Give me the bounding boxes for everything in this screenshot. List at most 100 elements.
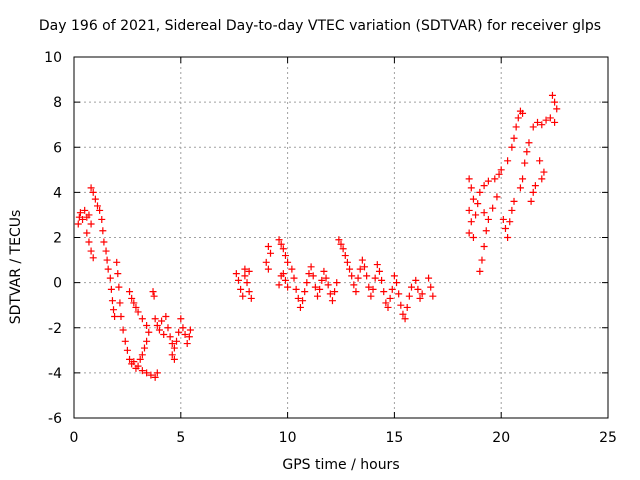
data-point xyxy=(358,256,366,264)
data-point xyxy=(388,285,396,293)
data-point xyxy=(277,240,285,248)
data-point xyxy=(150,292,158,300)
data-point xyxy=(106,274,114,282)
data-point xyxy=(491,175,499,183)
data-point xyxy=(241,265,249,273)
data-point xyxy=(407,283,415,291)
y-tick-label: -4 xyxy=(48,366,62,382)
data-point xyxy=(115,283,123,291)
data-point xyxy=(350,281,358,289)
data-point xyxy=(504,157,512,165)
data-point xyxy=(108,297,116,305)
data-point xyxy=(132,303,140,311)
y-tick-label: 4 xyxy=(53,185,62,201)
data-point xyxy=(264,265,272,273)
data-point xyxy=(373,261,381,269)
data-point xyxy=(155,326,163,334)
data-point xyxy=(284,283,292,291)
data-point xyxy=(318,276,326,284)
data-point xyxy=(542,116,550,124)
data-point xyxy=(181,331,189,339)
data-point xyxy=(110,306,118,314)
data-point xyxy=(499,215,507,223)
data-point xyxy=(87,247,95,255)
data-point xyxy=(484,177,492,185)
data-point xyxy=(173,337,181,345)
data-point xyxy=(299,297,307,305)
data-point xyxy=(348,272,356,280)
x-tick-label: 10 xyxy=(279,430,297,446)
data-point xyxy=(523,148,531,156)
data-point xyxy=(508,143,516,151)
data-point xyxy=(121,337,129,345)
data-point xyxy=(117,312,125,320)
data-point xyxy=(74,220,82,228)
data-point xyxy=(153,321,161,329)
data-point xyxy=(170,355,178,363)
data-point xyxy=(497,166,505,174)
data-point xyxy=(521,159,529,167)
data-point xyxy=(245,288,253,296)
data-point xyxy=(529,123,537,131)
data-point xyxy=(153,369,161,377)
data-point xyxy=(474,200,482,208)
data-point xyxy=(489,204,497,212)
data-point xyxy=(168,351,176,359)
data-point xyxy=(519,175,527,183)
data-point xyxy=(136,355,144,363)
data-point xyxy=(469,195,477,203)
data-point xyxy=(89,254,97,262)
data-point xyxy=(333,279,341,287)
data-point xyxy=(401,315,409,323)
data-point xyxy=(113,258,121,266)
data-point xyxy=(267,249,275,257)
y-tick-label: -2 xyxy=(48,321,62,337)
data-point xyxy=(538,121,546,129)
x-tick-label: 15 xyxy=(385,430,403,446)
data-point xyxy=(476,188,484,196)
data-point xyxy=(296,303,304,311)
data-point xyxy=(103,256,111,264)
data-point xyxy=(275,281,283,289)
data-point xyxy=(164,324,172,332)
data-point xyxy=(380,288,388,296)
data-point xyxy=(185,333,193,341)
data-point xyxy=(147,371,155,379)
data-point xyxy=(465,229,473,237)
axes xyxy=(73,56,609,419)
data-point xyxy=(149,288,157,296)
data-point xyxy=(395,290,403,298)
data-point xyxy=(162,312,170,320)
x-tick-label: 0 xyxy=(70,430,79,446)
data-point xyxy=(467,184,475,192)
grid xyxy=(74,57,608,418)
data-point xyxy=(480,209,488,217)
data-point xyxy=(393,279,401,287)
data-point xyxy=(111,312,119,320)
data-point xyxy=(158,317,166,325)
data-point xyxy=(403,303,411,311)
data-point xyxy=(277,272,285,280)
data-point xyxy=(100,238,108,246)
data-point xyxy=(76,209,84,217)
data-point xyxy=(527,197,535,205)
data-point xyxy=(335,236,343,244)
y-tick-label: -6 xyxy=(48,411,62,427)
data-point xyxy=(510,197,518,205)
data-point xyxy=(83,229,91,237)
data-point xyxy=(425,274,433,282)
data-point xyxy=(284,258,292,266)
data-point xyxy=(397,301,405,309)
data-point xyxy=(138,367,146,375)
data-point xyxy=(551,118,559,126)
data-point xyxy=(247,294,255,302)
y-tick-label: 0 xyxy=(53,276,62,292)
data-point xyxy=(151,315,159,323)
data-point xyxy=(378,276,386,284)
data-point xyxy=(303,279,311,287)
data-point xyxy=(91,195,99,203)
data-point xyxy=(138,315,146,323)
data-point xyxy=(365,283,373,291)
data-point xyxy=(307,263,315,271)
